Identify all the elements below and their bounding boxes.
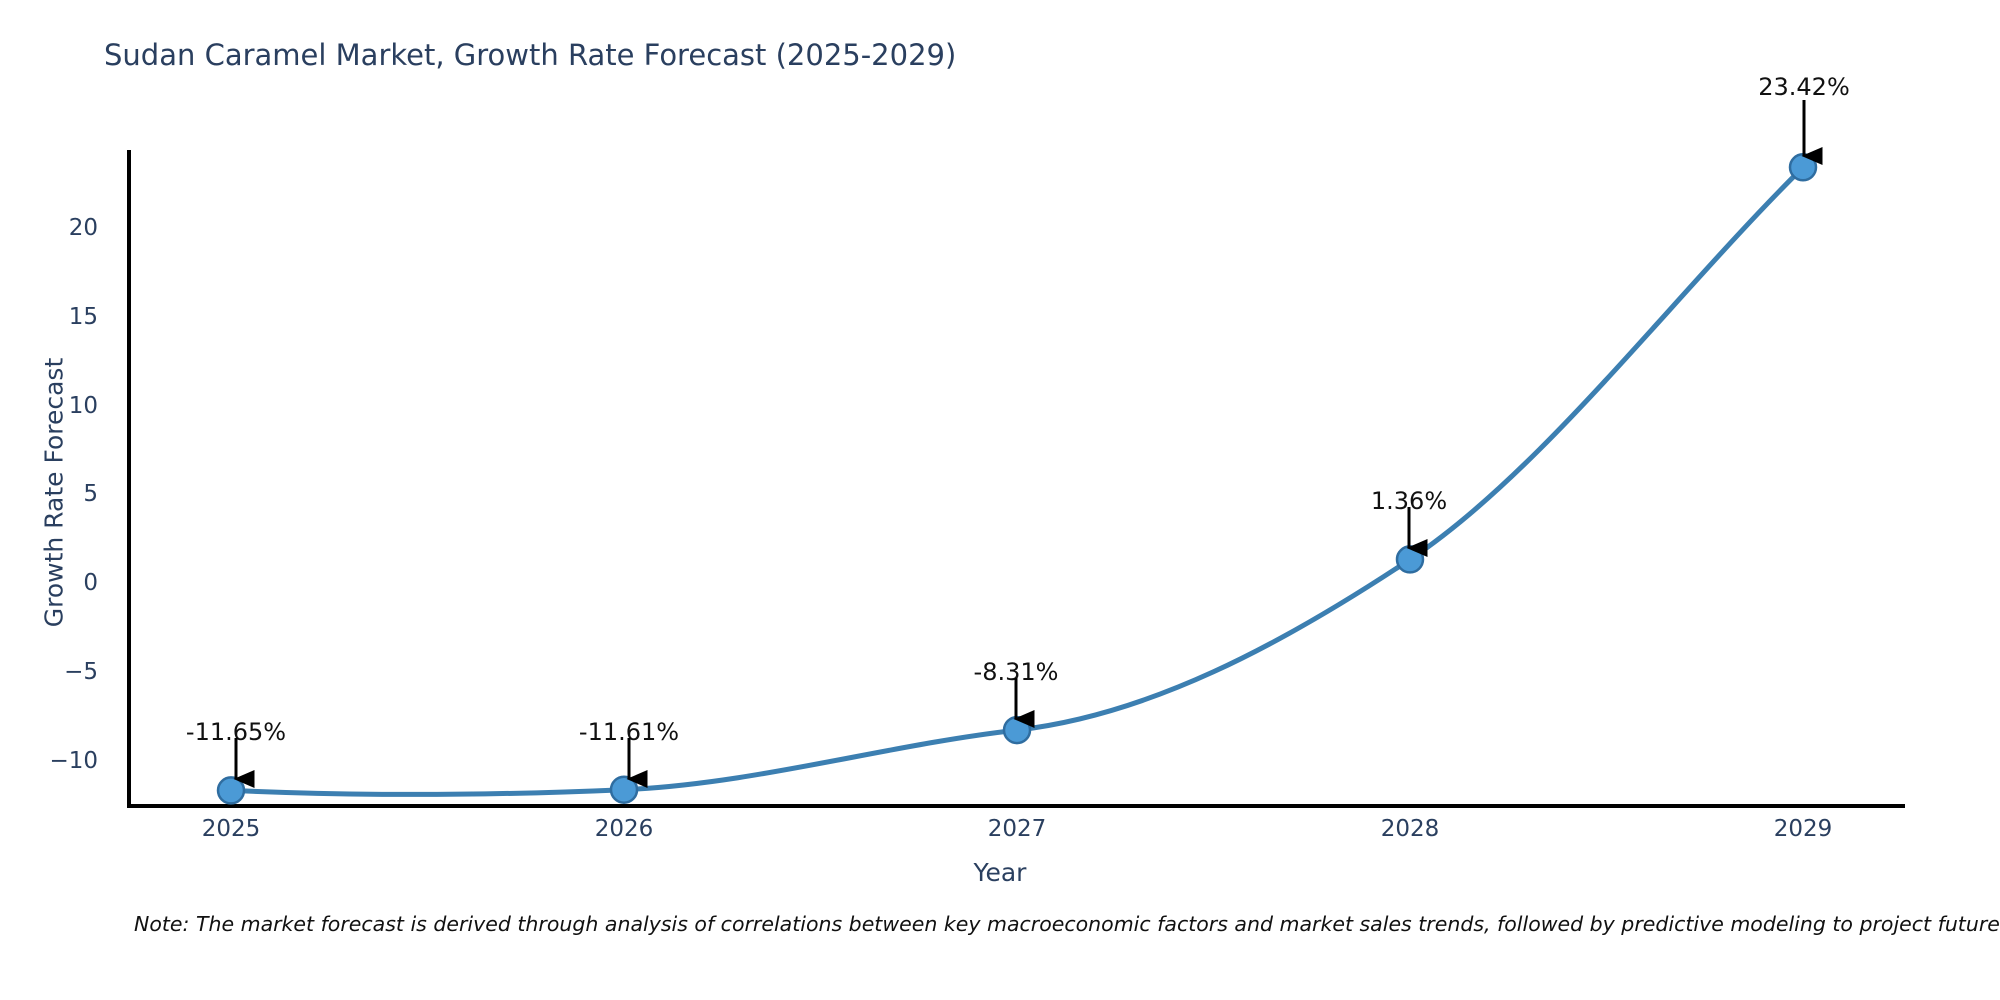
x-tick-label-2025: 2025 <box>201 816 261 842</box>
y-tick-label-15: 15 <box>68 304 98 330</box>
y-tick-label-neg10: −10 <box>49 748 98 774</box>
point-label-2029: 23.42% <box>1758 73 1850 101</box>
chart-footnote: Note: The market forecast is derived thr… <box>134 912 2000 936</box>
y-tick-label-10: 10 <box>68 393 98 419</box>
data-line-growth-rate <box>228 164 1806 797</box>
chart-title: Sudan Caramel Market, Growth Rate Foreca… <box>104 38 957 72</box>
data-point-2029[interactable] <box>1788 153 1818 182</box>
x-tick-label-2028: 2028 <box>1380 816 1440 842</box>
x-axis-title: Year <box>973 858 1027 887</box>
x-tick-label-2027: 2027 <box>987 816 1047 842</box>
x-tick-label-2029: 2029 <box>1773 816 1833 842</box>
y-tick-label-20: 20 <box>68 215 98 241</box>
y-tick-label-5: 5 <box>83 481 98 507</box>
data-point-2026[interactable] <box>609 775 639 804</box>
data-point-2027[interactable] <box>1002 715 1032 745</box>
x-tick-label-2026: 2026 <box>594 816 654 842</box>
y-tick-label-0: 0 <box>83 570 98 596</box>
data-point-2025[interactable] <box>216 776 246 805</box>
data-point-2028[interactable] <box>1395 545 1425 574</box>
y-tick-label-neg5: −5 <box>64 659 98 685</box>
